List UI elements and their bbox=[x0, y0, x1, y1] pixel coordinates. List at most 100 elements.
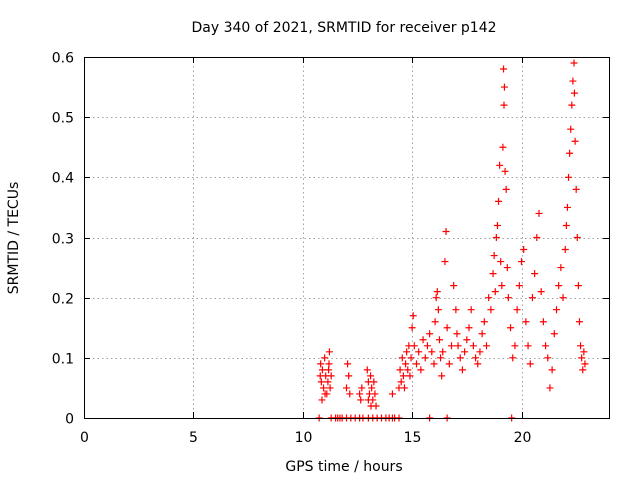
data-point bbox=[524, 342, 532, 350]
data-point bbox=[453, 330, 461, 338]
data-point bbox=[487, 306, 495, 314]
data-point bbox=[513, 306, 521, 314]
data-point bbox=[498, 282, 506, 290]
data-point bbox=[490, 252, 498, 260]
data-point bbox=[410, 342, 418, 350]
data-point bbox=[480, 318, 488, 326]
data-point bbox=[500, 83, 508, 91]
data-point bbox=[548, 366, 556, 374]
data-point bbox=[442, 227, 450, 235]
data-point bbox=[326, 384, 334, 392]
data-point bbox=[426, 330, 434, 338]
data-point bbox=[575, 318, 583, 326]
data-point bbox=[461, 348, 469, 356]
data-point bbox=[344, 360, 352, 368]
data-point bbox=[533, 234, 541, 241]
data-point bbox=[563, 203, 571, 211]
data-point bbox=[407, 354, 415, 362]
data-point bbox=[511, 342, 519, 350]
data-point bbox=[321, 354, 329, 362]
x-tick-label: 20 bbox=[514, 430, 532, 446]
data-point bbox=[579, 366, 587, 374]
data-point bbox=[557, 264, 565, 272]
data-point bbox=[406, 372, 414, 380]
data-point bbox=[368, 384, 376, 392]
data-point bbox=[570, 59, 578, 67]
data-point bbox=[509, 354, 517, 362]
data-point bbox=[371, 390, 379, 398]
data-point bbox=[472, 354, 480, 362]
data-point bbox=[518, 258, 525, 266]
data-point bbox=[415, 348, 423, 356]
data-point bbox=[441, 258, 449, 266]
data-point bbox=[570, 89, 578, 97]
data-point bbox=[448, 342, 455, 350]
x-tick-label: 5 bbox=[189, 430, 198, 446]
data-point bbox=[367, 372, 375, 380]
data-point bbox=[485, 294, 493, 302]
x-tick-label: 15 bbox=[404, 430, 422, 446]
data-point bbox=[431, 318, 439, 326]
data-point bbox=[581, 360, 589, 368]
data-point bbox=[555, 282, 563, 290]
data-point bbox=[522, 318, 530, 326]
data-point bbox=[358, 384, 366, 392]
y-tick-label: 0.2 bbox=[52, 292, 74, 308]
y-tick-label: 0.1 bbox=[52, 352, 74, 368]
data-point bbox=[535, 209, 543, 217]
data-point bbox=[562, 221, 570, 229]
data-point bbox=[364, 396, 372, 404]
y-tick-label: 0 bbox=[65, 412, 74, 428]
data-point bbox=[553, 306, 560, 314]
data-point bbox=[423, 342, 431, 350]
data-point bbox=[467, 306, 475, 314]
data-point bbox=[400, 384, 408, 392]
data-point bbox=[413, 360, 420, 368]
data-point bbox=[438, 372, 446, 380]
data-point bbox=[403, 348, 411, 356]
data-point bbox=[526, 360, 534, 368]
data-point bbox=[546, 384, 554, 392]
data-point bbox=[321, 390, 329, 398]
data-point bbox=[399, 372, 407, 380]
data-point bbox=[569, 77, 577, 85]
data-point bbox=[495, 197, 503, 205]
data-point bbox=[504, 294, 512, 302]
data-point bbox=[474, 360, 482, 368]
data-point bbox=[531, 270, 539, 278]
data-point bbox=[491, 288, 499, 296]
data-point bbox=[454, 342, 462, 350]
data-point bbox=[550, 330, 558, 338]
y-tick-label: 0.5 bbox=[52, 111, 74, 127]
data-point bbox=[450, 282, 458, 290]
data-point bbox=[501, 167, 509, 175]
grid bbox=[84, 57, 609, 418]
data-point bbox=[408, 324, 416, 332]
data-point bbox=[542, 342, 550, 350]
data-point bbox=[499, 143, 507, 151]
data-point bbox=[565, 173, 573, 181]
y-tick-label: 0.6 bbox=[52, 51, 74, 67]
data-point bbox=[469, 342, 477, 350]
data-point bbox=[439, 348, 447, 356]
data-point bbox=[320, 384, 328, 392]
data-point bbox=[363, 366, 371, 374]
data-points bbox=[315, 59, 589, 422]
y-tick-label: 0.3 bbox=[52, 232, 74, 248]
data-point bbox=[325, 360, 333, 368]
data-point bbox=[567, 125, 575, 133]
data-point bbox=[497, 258, 505, 266]
data-point bbox=[435, 336, 443, 344]
data-point bbox=[500, 101, 508, 109]
data-point bbox=[357, 396, 365, 404]
data-point bbox=[417, 366, 425, 374]
data-point bbox=[434, 306, 442, 314]
data-point bbox=[463, 336, 471, 344]
data-point bbox=[537, 288, 545, 296]
data-point bbox=[528, 294, 536, 302]
data-point bbox=[452, 306, 460, 314]
data-point bbox=[317, 378, 325, 386]
data-point bbox=[325, 348, 333, 356]
data-point bbox=[325, 366, 333, 374]
data-point bbox=[520, 246, 528, 254]
